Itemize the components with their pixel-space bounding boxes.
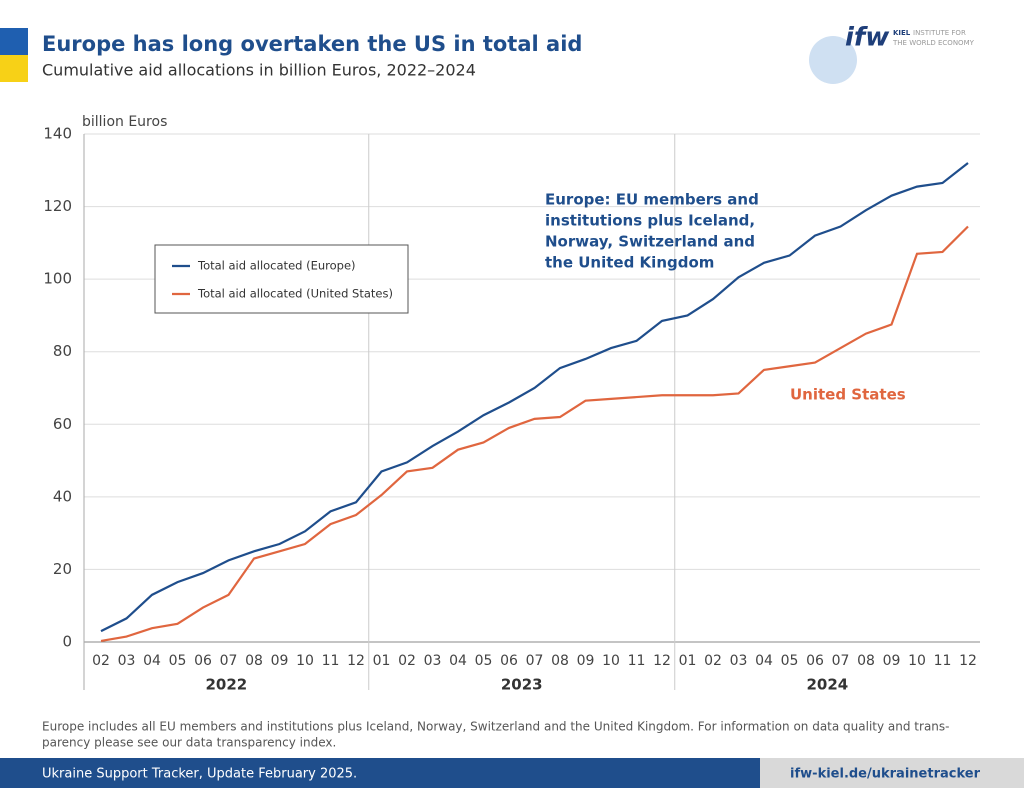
y-tick-label: 80: [53, 342, 72, 360]
series-line: [100, 162, 969, 633]
x-tick-label: 02: [92, 653, 110, 669]
legend-label: Total aid allocated (United States): [197, 287, 393, 301]
x-tick-label: 10: [602, 653, 620, 669]
x-tick-label: 01: [373, 653, 391, 669]
x-tick-label: 09: [577, 653, 595, 669]
x-tick-label: 12: [653, 653, 671, 669]
x-tick-label: 08: [857, 653, 875, 669]
footer-right[interactable]: ifw-kiel.de/ukrainetracker: [790, 767, 981, 782]
x-tick-label: 09: [883, 653, 901, 669]
y-tick-label: 0: [62, 633, 72, 651]
x-tick-label: 07: [220, 653, 238, 669]
footnote: parency please see our data transparency…: [42, 736, 336, 750]
x-tick-label: 04: [449, 653, 467, 669]
x-tick-label: 09: [271, 653, 289, 669]
x-tick-label: 06: [500, 653, 518, 669]
x-tick-label: 12: [347, 653, 365, 669]
x-tick-label: 05: [475, 653, 493, 669]
series-line: [100, 225, 969, 642]
x-tick-label: 02: [398, 653, 416, 669]
x-tick-label: 11: [628, 653, 646, 669]
footer-band: [760, 758, 1024, 788]
logo-globe: [809, 36, 857, 84]
x-tick-label: 10: [296, 653, 314, 669]
y-tick-label: 140: [43, 125, 72, 143]
x-tick-label: 04: [755, 653, 773, 669]
x-tick-label: 03: [118, 653, 136, 669]
x-tick-label: 01: [679, 653, 697, 669]
logo-mark: ifw: [845, 23, 890, 53]
flag-blue: [0, 28, 28, 55]
logo-name: KIEL: [893, 29, 911, 37]
x-tick-label: 11: [934, 653, 952, 669]
x-tick-label: 07: [526, 653, 544, 669]
y-tick-label: 120: [43, 197, 72, 215]
logo-name: THE WORLD ECONOMY: [892, 39, 975, 47]
annotation: institutions plus Iceland,: [545, 212, 755, 230]
y-axis-label: billion Euros: [82, 114, 167, 130]
x-tick-label: 11: [322, 653, 340, 669]
y-tick-label: 100: [43, 270, 72, 288]
x-tick-label: 04: [143, 653, 161, 669]
title: Europe has long overtaken the US in tota…: [42, 32, 582, 56]
y-tick-label: 20: [53, 560, 72, 578]
x-tick-label: 10: [908, 653, 926, 669]
footer-band: [0, 758, 760, 788]
annotation: the United Kingdom: [545, 254, 714, 272]
footnote: Europe includes all EU members and insti…: [42, 720, 949, 734]
x-tick-label: 07: [832, 653, 850, 669]
x-tick-label: 06: [194, 653, 212, 669]
x-group-label: 2024: [807, 676, 849, 694]
x-tick-label: 03: [730, 653, 748, 669]
annotation: Europe: EU members and: [545, 191, 759, 209]
annotation: United States: [790, 386, 906, 404]
annotation: Norway, Switzerland and: [545, 233, 755, 251]
legend-box: [154, 244, 409, 314]
legend-label: Total aid allocated (Europe): [197, 259, 356, 273]
y-tick-label: 40: [53, 487, 72, 505]
y-tick-label: 60: [53, 415, 72, 433]
x-tick-label: 08: [551, 653, 569, 669]
x-tick-label: 05: [169, 653, 187, 669]
x-tick-label: 03: [424, 653, 442, 669]
flag-yellow: [0, 55, 28, 82]
x-group-label: 2023: [501, 676, 543, 694]
x-group-label: 2022: [206, 676, 248, 694]
x-tick-label: 02: [704, 653, 722, 669]
x-tick-label: 12: [959, 653, 977, 669]
x-tick-label: 08: [245, 653, 263, 669]
subtitle: Cumulative aid allocations in billion Eu…: [42, 61, 476, 80]
footer-left: Ukraine Support Tracker, Update February…: [42, 767, 357, 782]
logo-name: INSTITUTE FOR: [913, 29, 966, 37]
x-tick-label: 06: [806, 653, 824, 669]
x-tick-label: 05: [781, 653, 799, 669]
